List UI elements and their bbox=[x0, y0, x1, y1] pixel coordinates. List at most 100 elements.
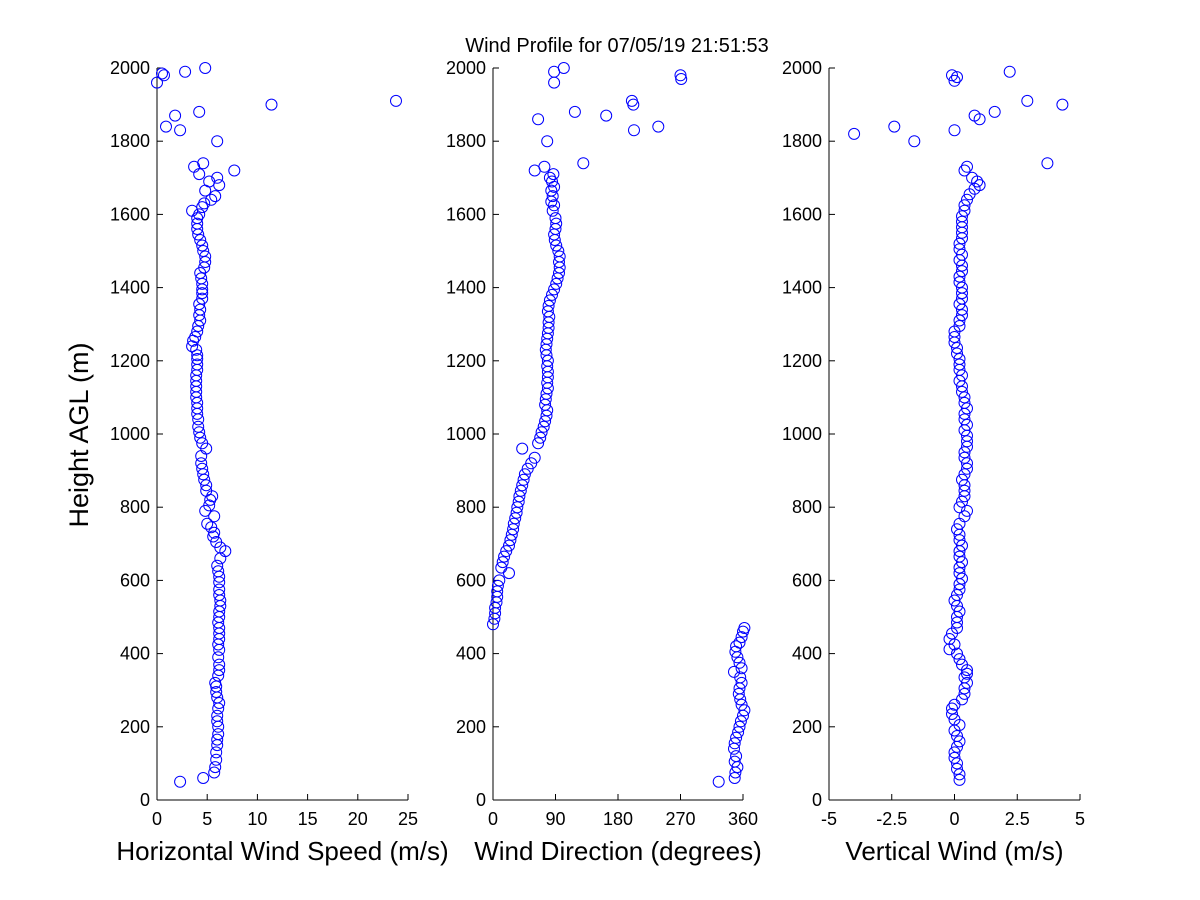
data-point bbox=[186, 204, 199, 217]
data-point bbox=[537, 420, 550, 433]
data-point bbox=[203, 175, 216, 188]
data-point bbox=[196, 239, 209, 252]
data-point bbox=[948, 751, 961, 764]
data-point bbox=[738, 704, 751, 717]
data-point bbox=[973, 179, 986, 192]
data-points-speed bbox=[151, 62, 402, 788]
data-point bbox=[156, 67, 168, 80]
data-point bbox=[199, 62, 212, 74]
data-point bbox=[958, 451, 971, 464]
data-point bbox=[961, 418, 973, 431]
data-point bbox=[730, 750, 743, 763]
data-point bbox=[528, 451, 541, 464]
data-point bbox=[205, 193, 218, 206]
data-point bbox=[712, 775, 725, 788]
data-point bbox=[943, 633, 956, 645]
data-point bbox=[988, 105, 1001, 118]
y-tick-label: 600 bbox=[792, 570, 822, 590]
data-point bbox=[195, 272, 208, 285]
data-point bbox=[675, 73, 688, 85]
data-point bbox=[186, 340, 199, 353]
data-point bbox=[213, 664, 226, 677]
data-point bbox=[600, 109, 613, 122]
data-point bbox=[961, 435, 973, 448]
data-point bbox=[956, 215, 968, 228]
data-point bbox=[951, 523, 963, 536]
data-point bbox=[196, 462, 209, 475]
data-point bbox=[948, 124, 961, 137]
data-point bbox=[948, 594, 961, 607]
data-point bbox=[211, 733, 224, 746]
chart-title: Wind Profile for 07/05/19 21:51:53 bbox=[465, 35, 769, 57]
data-point bbox=[538, 160, 551, 173]
x-axis-label-speed: Horizontal Wind Speed (m/s) bbox=[116, 836, 448, 866]
data-point bbox=[196, 287, 209, 300]
data-point bbox=[507, 517, 520, 530]
data-point bbox=[958, 199, 971, 212]
data-point bbox=[953, 298, 966, 311]
data-point bbox=[951, 616, 963, 629]
x-tick-label: 5 bbox=[202, 809, 212, 829]
data-point bbox=[1056, 98, 1069, 111]
data-point bbox=[151, 76, 163, 89]
x-tick-label: 20 bbox=[348, 809, 368, 829]
data-point bbox=[160, 120, 172, 133]
data-point bbox=[205, 521, 218, 534]
y-tick-label: 1000 bbox=[110, 424, 150, 444]
y-tick-label: 2000 bbox=[782, 58, 822, 78]
data-point bbox=[958, 164, 971, 177]
data-point bbox=[946, 702, 958, 715]
data-point bbox=[625, 94, 638, 107]
x-tick-label: 270 bbox=[665, 809, 695, 829]
data-point bbox=[213, 658, 226, 671]
data-point bbox=[193, 426, 206, 439]
data-point bbox=[545, 184, 558, 197]
data-point bbox=[191, 325, 204, 338]
data-point bbox=[953, 358, 966, 371]
data-point bbox=[174, 124, 187, 137]
data-point bbox=[956, 556, 968, 569]
data-point bbox=[735, 676, 748, 689]
panel-direction: 0 200 400 600 800 1000 1200 1400 1600 1800 2000 0 90… bbox=[446, 58, 762, 866]
data-point bbox=[956, 265, 968, 278]
data-point bbox=[190, 343, 203, 356]
y-tick-label: 600 bbox=[456, 570, 486, 590]
data-point bbox=[953, 605, 966, 618]
data-point bbox=[946, 708, 958, 720]
data-point bbox=[968, 109, 981, 122]
y-tick-label: 1600 bbox=[446, 204, 486, 224]
data-point bbox=[958, 468, 971, 481]
data-point bbox=[191, 349, 204, 362]
data-point bbox=[557, 62, 570, 74]
data-point bbox=[953, 735, 966, 748]
data-point bbox=[189, 331, 202, 343]
data-point bbox=[192, 420, 205, 433]
data-point bbox=[198, 197, 211, 210]
data-point bbox=[200, 479, 213, 492]
data-point bbox=[732, 726, 745, 739]
data-point bbox=[211, 171, 224, 184]
data-point bbox=[548, 199, 561, 212]
data-point bbox=[738, 622, 751, 634]
data-point bbox=[552, 245, 565, 257]
y-tick-label: 1200 bbox=[782, 351, 822, 371]
data-point bbox=[953, 567, 966, 580]
data-point bbox=[730, 640, 743, 653]
data-point bbox=[503, 539, 515, 552]
data-point bbox=[908, 135, 921, 148]
data-point bbox=[210, 536, 223, 548]
data-point bbox=[211, 715, 224, 728]
y-tick-label: 0 bbox=[476, 790, 486, 810]
data-point bbox=[728, 755, 741, 768]
data-point bbox=[956, 287, 968, 300]
data-point bbox=[191, 217, 204, 230]
data-point bbox=[674, 69, 687, 82]
data-point bbox=[209, 761, 222, 774]
data-point bbox=[958, 446, 971, 459]
data-point bbox=[504, 534, 517, 547]
data-point bbox=[265, 98, 278, 111]
data-point bbox=[193, 168, 206, 181]
data-point bbox=[958, 510, 971, 523]
y-tick-label: 0 bbox=[140, 790, 150, 810]
